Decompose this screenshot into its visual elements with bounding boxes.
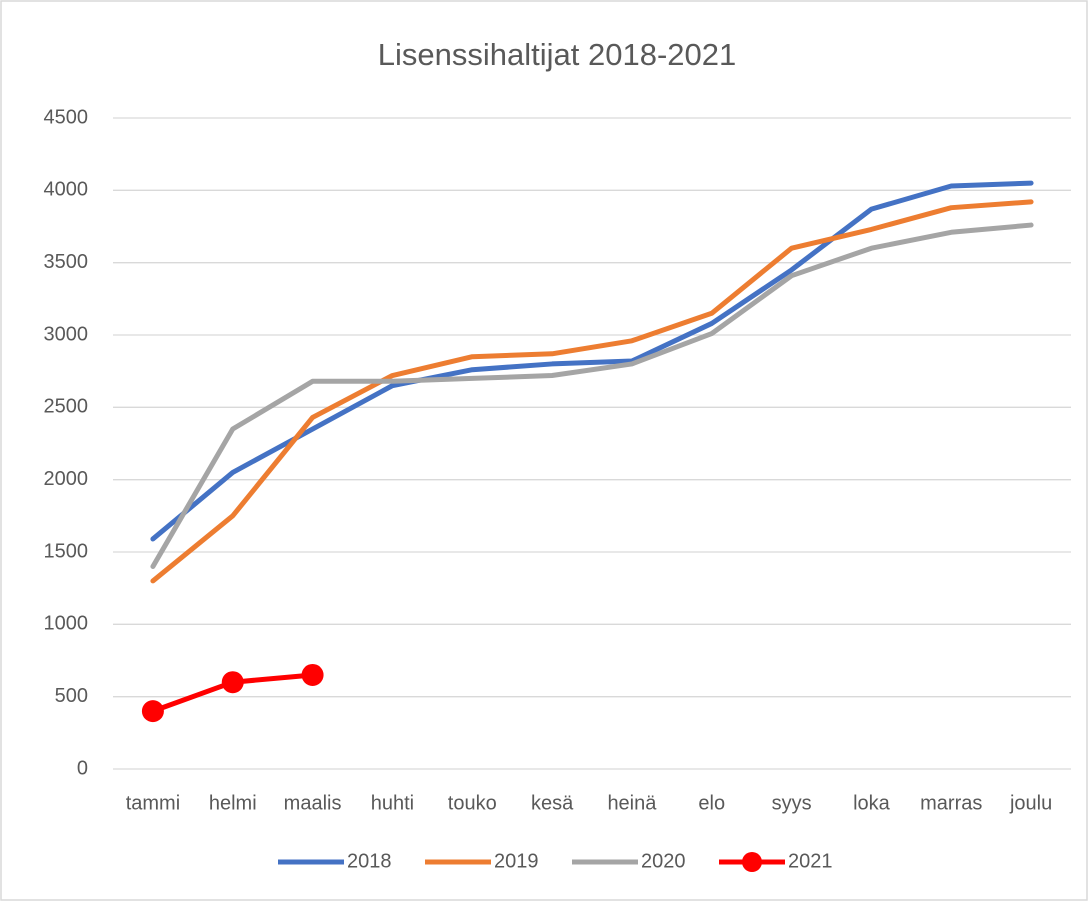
y-tick-label: 2500 (44, 396, 89, 418)
x-tick-label: helmi (209, 792, 257, 814)
y-tick-label: 500 (55, 685, 88, 707)
legend-label: 2018 (347, 850, 392, 872)
x-tick-label: tammi (126, 792, 180, 814)
legend-label: 2021 (788, 850, 833, 872)
y-tick-label: 3500 (44, 251, 89, 273)
x-tick-label: loka (853, 792, 891, 814)
x-tick-label: huhti (371, 792, 414, 814)
x-tick-label: heinä (607, 792, 657, 814)
y-tick-label: 1500 (44, 540, 89, 562)
series-line (150, 222, 1034, 569)
x-tick-label: kesä (531, 792, 574, 814)
x-tick-label: touko (448, 792, 497, 814)
x-tick-label: elo (698, 792, 725, 814)
y-tick-label: 0 (77, 757, 88, 779)
point-marker (301, 663, 324, 686)
x-tick-label: marras (920, 792, 982, 814)
y-tick-label: 2000 (44, 468, 89, 490)
point-marker (141, 700, 164, 723)
series-line (150, 199, 1034, 584)
legend-label: 2019 (494, 850, 539, 872)
legend-marker (742, 852, 762, 872)
y-tick-label: 4000 (44, 179, 89, 201)
chart-title: Lisenssihaltijat 2018-2021 (378, 37, 736, 72)
x-tick-label: maalis (284, 792, 342, 814)
y-tick-label: 3000 (44, 323, 89, 345)
y-tick-label: 1000 (44, 613, 89, 635)
y-tick-label: 4500 (44, 106, 89, 128)
x-tick-label: joulu (1009, 792, 1052, 814)
point-marker (221, 671, 244, 694)
x-tick-label: syys (772, 792, 812, 814)
legend-label: 2020 (641, 850, 686, 872)
